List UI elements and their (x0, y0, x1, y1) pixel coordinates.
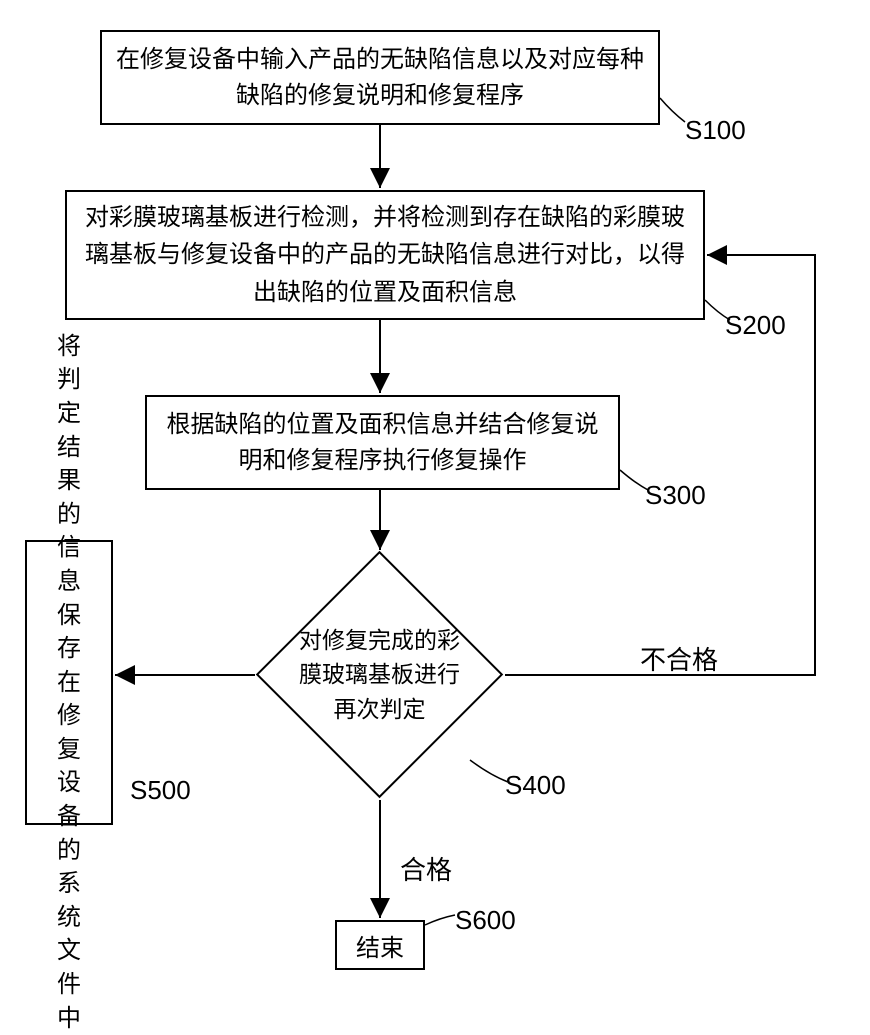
connectors (0, 0, 870, 1000)
node-s400-text: 对修复完成的彩膜玻璃基板进行再次判定 (292, 623, 467, 727)
